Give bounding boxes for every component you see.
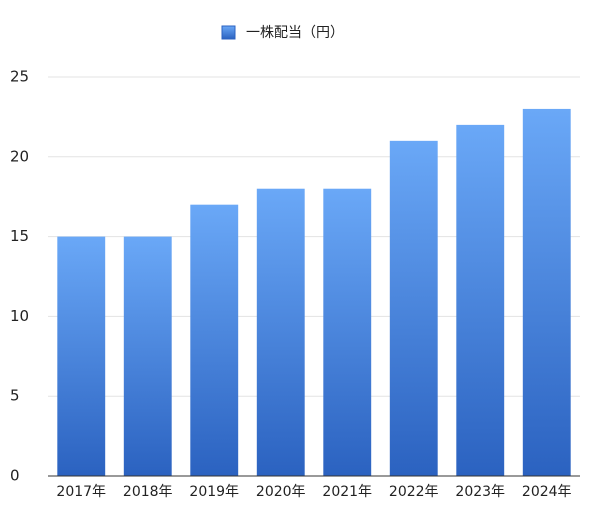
y-tick-label: 20: [10, 147, 29, 165]
x-tick-label: 2020年: [256, 484, 306, 500]
bar: [456, 124, 505, 476]
x-tick-label: 2023年: [455, 484, 505, 500]
y-tick-label: 5: [10, 387, 20, 405]
y-tick-label: 25: [10, 68, 29, 86]
y-tick-label: 0: [10, 467, 20, 485]
x-tick-label: 2018年: [123, 484, 173, 500]
bar: [256, 188, 305, 476]
x-tick-label: 2019年: [189, 484, 239, 500]
legend-swatch: [221, 25, 236, 40]
x-tick-label: 2017年: [56, 484, 106, 500]
bar: [323, 188, 372, 476]
bar: [389, 140, 438, 476]
y-tick-label: 10: [10, 307, 29, 325]
y-tick-label: 15: [10, 227, 29, 245]
bar: [190, 204, 239, 476]
bar: [57, 236, 106, 476]
x-tick-label: 2024年: [522, 484, 572, 500]
bar: [123, 236, 172, 476]
x-tick-label: 2021年: [322, 484, 372, 500]
bar: [522, 108, 571, 477]
legend-label: 一株配当（円）: [246, 25, 344, 41]
x-tick-label: 2022年: [389, 484, 439, 500]
